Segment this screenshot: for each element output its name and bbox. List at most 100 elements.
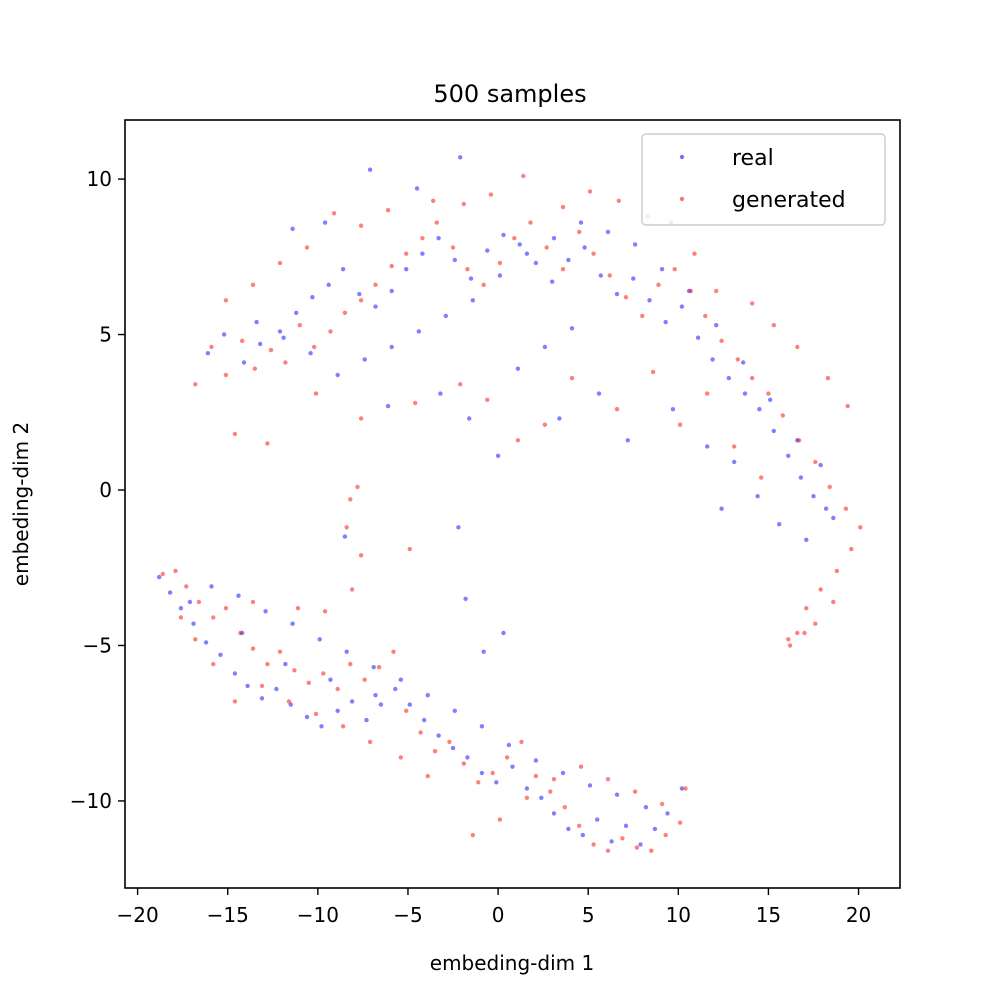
- generated-point: [605, 777, 611, 782]
- real-point: [310, 295, 315, 300]
- generated-point: [404, 708, 409, 713]
- real-point: [578, 220, 584, 225]
- generated-point: [640, 313, 645, 319]
- generated-point: [184, 584, 189, 589]
- real-point: [494, 780, 499, 785]
- generated-point: [804, 606, 809, 611]
- generated-point: [607, 273, 612, 278]
- generated-point: [504, 755, 510, 760]
- generated-point: [413, 400, 418, 406]
- real-point: [566, 257, 571, 263]
- generated-point: [348, 661, 353, 667]
- generated-point: [465, 267, 470, 272]
- generated-point: [560, 204, 566, 210]
- generated-point: [623, 295, 629, 300]
- real-point: [506, 742, 512, 748]
- generated-point: [577, 229, 582, 235]
- real-point: [335, 372, 340, 378]
- generated-point: [672, 267, 677, 272]
- real-point: [710, 357, 715, 362]
- generated-point: [485, 397, 490, 402]
- generated-point: [312, 344, 317, 350]
- x-tick-label: 5: [582, 903, 595, 927]
- real-point: [468, 276, 474, 281]
- generated-point: [470, 832, 475, 838]
- real-point: [218, 652, 223, 657]
- generated-point: [843, 506, 849, 511]
- real-point: [631, 276, 636, 281]
- generated-point: [591, 251, 596, 256]
- real-point: [416, 329, 421, 334]
- legend-box: [641, 133, 886, 226]
- generated-point: [786, 637, 791, 642]
- real-point: [742, 391, 748, 396]
- generated-point: [827, 484, 832, 490]
- real-point: [811, 494, 816, 499]
- legend-label-generated: generated: [732, 188, 846, 213]
- real-point: [422, 717, 427, 723]
- generated-point: [461, 761, 466, 766]
- x-tick-label: 15: [756, 903, 781, 927]
- real-point: [670, 407, 676, 412]
- real-point: [157, 574, 162, 580]
- real-point: [777, 522, 782, 527]
- real-point: [665, 811, 670, 816]
- generated-point: [450, 245, 456, 250]
- generated-point: [705, 391, 710, 396]
- real-point: [436, 236, 441, 241]
- real-point: [732, 459, 737, 465]
- real-point: [831, 515, 836, 521]
- real-point: [542, 344, 548, 350]
- generated-point: [521, 173, 526, 179]
- real-point: [209, 584, 214, 589]
- real-point: [771, 428, 776, 434]
- generated-point: [418, 730, 423, 735]
- real-point: [367, 167, 373, 172]
- generated-point: [634, 845, 640, 850]
- generated-point: [425, 773, 430, 779]
- generated-point: [313, 711, 319, 717]
- real-point: [719, 506, 724, 511]
- real-point: [167, 590, 173, 595]
- generated-point: [650, 369, 656, 375]
- generated-point: [160, 571, 165, 577]
- real-point: [517, 242, 522, 247]
- generated-point: [813, 621, 818, 626]
- real-point: [281, 335, 286, 340]
- generated-point: [385, 208, 391, 213]
- real-point: [452, 257, 457, 263]
- generated-point: [268, 347, 274, 353]
- real-point: [497, 273, 503, 278]
- real-point: [652, 826, 658, 832]
- real-point: [647, 298, 652, 303]
- real-point: [598, 273, 603, 278]
- real-point: [470, 298, 475, 303]
- generated-point: [677, 422, 683, 427]
- real-point: [258, 341, 263, 347]
- real-point: [364, 717, 369, 723]
- points-layer: [157, 155, 863, 853]
- real-point: [596, 391, 602, 396]
- real-point: [798, 475, 804, 480]
- generated-point: [587, 189, 593, 194]
- generated-point: [407, 546, 412, 552]
- generated-point: [295, 606, 301, 611]
- generated-point: [250, 599, 256, 605]
- real-point: [205, 351, 211, 356]
- generated-point: [335, 686, 340, 692]
- generated-point: [562, 805, 567, 810]
- generated-point: [232, 431, 238, 437]
- generated-point: [348, 497, 353, 502]
- generated-point: [328, 329, 333, 334]
- generated-point: [404, 251, 409, 256]
- real-point: [290, 621, 295, 626]
- generated-point: [831, 599, 836, 605]
- generated-point: [719, 338, 724, 343]
- generated-point: [286, 699, 292, 704]
- real-point: [288, 702, 293, 707]
- legend-label-real: real: [732, 146, 774, 171]
- real-point: [245, 683, 250, 689]
- real-point: [695, 335, 701, 340]
- real-point: [679, 304, 685, 309]
